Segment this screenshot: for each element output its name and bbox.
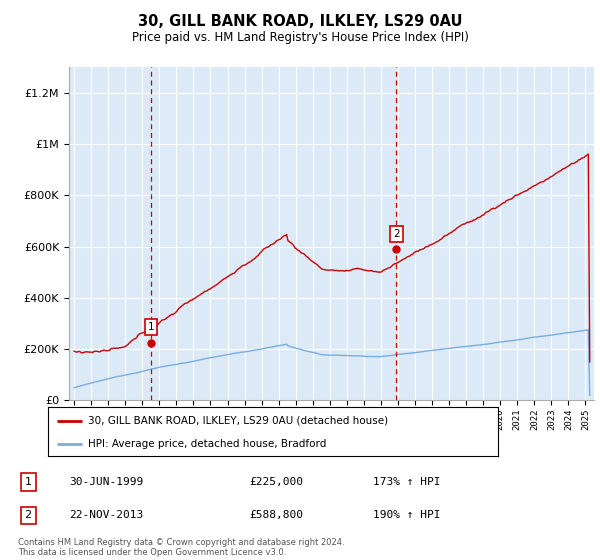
Text: 30, GILL BANK ROAD, ILKLEY, LS29 0AU: 30, GILL BANK ROAD, ILKLEY, LS29 0AU bbox=[138, 14, 462, 29]
Text: Price paid vs. HM Land Registry's House Price Index (HPI): Price paid vs. HM Land Registry's House … bbox=[131, 31, 469, 44]
Text: £588,800: £588,800 bbox=[249, 511, 303, 520]
Text: 190% ↑ HPI: 190% ↑ HPI bbox=[373, 511, 441, 520]
Text: 173% ↑ HPI: 173% ↑ HPI bbox=[373, 477, 441, 487]
Text: 1: 1 bbox=[148, 323, 154, 332]
Text: 30, GILL BANK ROAD, ILKLEY, LS29 0AU (detached house): 30, GILL BANK ROAD, ILKLEY, LS29 0AU (de… bbox=[89, 416, 389, 426]
Text: £225,000: £225,000 bbox=[249, 477, 303, 487]
Text: 2: 2 bbox=[25, 511, 32, 520]
Text: Contains HM Land Registry data © Crown copyright and database right 2024.
This d: Contains HM Land Registry data © Crown c… bbox=[18, 538, 344, 557]
Text: 30-JUN-1999: 30-JUN-1999 bbox=[69, 477, 143, 487]
Text: HPI: Average price, detached house, Bradford: HPI: Average price, detached house, Brad… bbox=[89, 438, 327, 449]
Text: 1: 1 bbox=[25, 477, 32, 487]
Text: 22-NOV-2013: 22-NOV-2013 bbox=[69, 511, 143, 520]
Text: 2: 2 bbox=[393, 229, 400, 239]
